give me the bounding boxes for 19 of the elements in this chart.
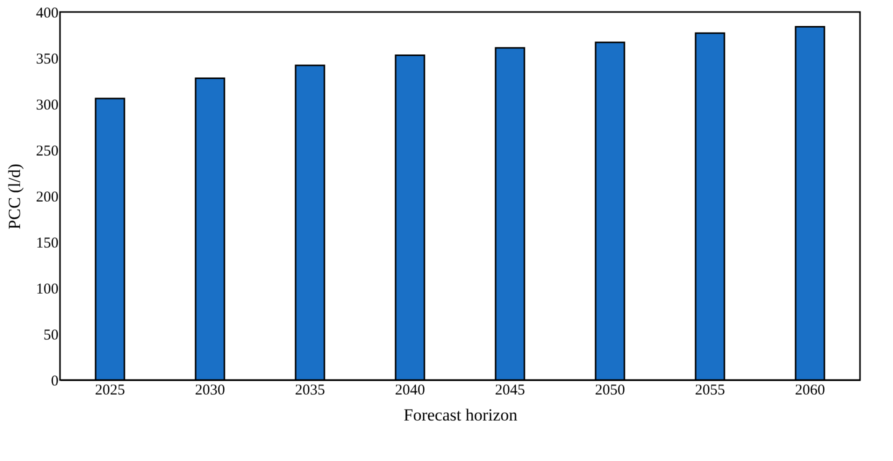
y-tick-label: 0 [51, 374, 58, 390]
x-tick-label: 2045 [495, 382, 525, 398]
y-tick-label: 150 [36, 236, 58, 252]
y-tick-label: 200 [36, 190, 58, 206]
x-tick-label: 2030 [195, 382, 225, 398]
y-tick-label: 100 [36, 282, 58, 298]
x-tick-label: 2055 [695, 382, 725, 398]
y-tick-label: 50 [44, 328, 58, 344]
x-tick-label: 2060 [795, 382, 825, 398]
y-tick-label: 400 [36, 6, 58, 22]
x-tick-label: 2040 [395, 382, 425, 398]
y-tick-label: 250 [36, 144, 58, 160]
y-axis-title: PCC (l/d) [5, 164, 24, 230]
x-tick-label: 2050 [595, 382, 625, 398]
y-tick-label: 350 [36, 52, 58, 68]
x-axis-title: Forecast horizon [404, 406, 518, 424]
y-tick-label: 300 [36, 98, 58, 114]
x-tick-label: 2025 [95, 382, 125, 398]
x-tick-label: 2035 [295, 382, 325, 398]
